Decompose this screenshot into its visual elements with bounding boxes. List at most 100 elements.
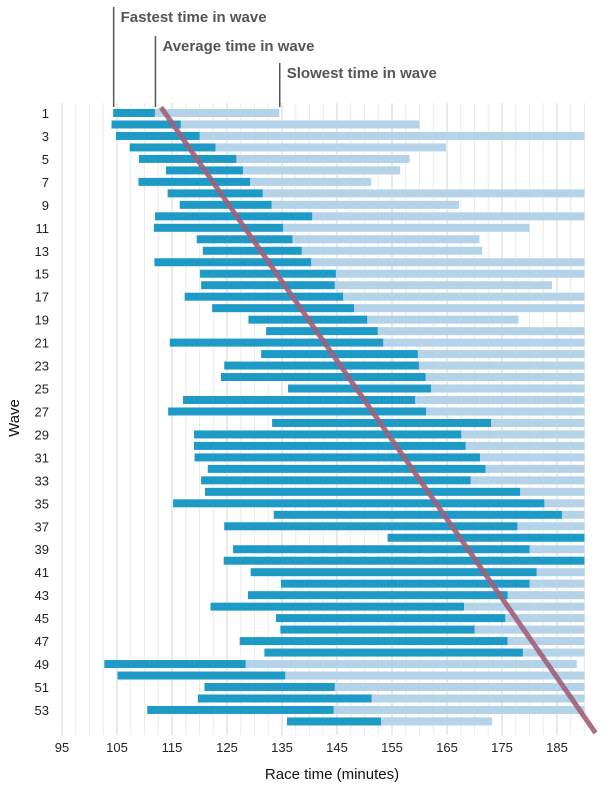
- y-tick-label: 27: [35, 404, 49, 419]
- bar-fastest-to-average-wave-8: [167, 189, 263, 198]
- bar-average-to-slowest-wave-48: [522, 648, 585, 657]
- bar-average-to-slowest-wave-29: [461, 430, 585, 439]
- bar-average-to-slowest-wave-22: [417, 350, 585, 359]
- bar-average-to-slowest-wave-18: [354, 304, 585, 313]
- y-tick-label: 7: [42, 175, 49, 190]
- x-tick-label: 155: [381, 740, 403, 755]
- bar-fastest-to-average-wave-44: [210, 602, 465, 611]
- y-tick-label: 49: [35, 657, 49, 672]
- bar-average-to-slowest-wave-33: [470, 476, 585, 485]
- y-tick-label: 21: [35, 336, 49, 351]
- bar-fastest-to-average-wave-54: [286, 717, 381, 726]
- bar-average-to-slowest-wave-54: [381, 717, 493, 726]
- x-tick-label: 145: [326, 740, 348, 755]
- bar-fastest-to-average-wave-12: [196, 235, 293, 244]
- bar-average-to-slowest-wave-34: [520, 487, 585, 496]
- y-tick-label: 9: [42, 198, 49, 213]
- y-tick-label: 39: [35, 542, 49, 557]
- bar-fastest-to-average-wave-35: [173, 499, 545, 508]
- y-tick-label: 29: [35, 427, 49, 442]
- bar-average-to-slowest-wave-30: [465, 441, 585, 450]
- y-tick-label: 35: [35, 496, 49, 511]
- bar-average-to-slowest-wave-4: [215, 143, 446, 152]
- y-tick-label: 37: [35, 519, 49, 534]
- bar-fastest-to-average-wave-48: [264, 648, 523, 657]
- bar-fastest-to-average-wave-45: [275, 614, 506, 623]
- bar-average-to-slowest-wave-37: [517, 522, 585, 531]
- bar-fastest-to-average-wave-33: [201, 476, 471, 485]
- y-tick-label: 19: [35, 313, 49, 328]
- bar-fastest-to-average-wave-31: [194, 453, 481, 462]
- bar-fastest-to-average-wave-49: [104, 660, 246, 669]
- axis-ticks: 95 105 115 125 135 145 155 165 175 18513579111315…: [35, 106, 568, 755]
- x-axis-title: Race time (minutes): [265, 766, 399, 783]
- bar-fastest-to-average-wave-21: [169, 338, 384, 347]
- bar-average-to-slowest-wave-14: [311, 258, 585, 267]
- bar-average-to-slowest-wave-9: [271, 200, 460, 209]
- y-tick-label: 41: [35, 565, 49, 580]
- bar-average-to-slowest-wave-51: [334, 683, 585, 691]
- bars: [104, 109, 585, 726]
- bar-average-to-slowest-wave-47: [507, 637, 585, 646]
- bar-fastest-to-average-wave-43: [247, 591, 508, 600]
- bar-average-to-slowest-wave-50: [285, 671, 585, 680]
- bar-average-to-slowest-wave-44: [464, 602, 585, 611]
- bar-average-to-slowest-wave-39: [529, 545, 585, 554]
- bar-fastest-to-average-wave-9: [179, 200, 272, 209]
- bar-average-to-slowest-wave-2: [180, 120, 420, 129]
- bar-average-to-slowest-wave-53: [333, 705, 585, 714]
- bar-fastest-to-average-wave-42: [280, 579, 530, 588]
- bar-average-to-slowest-wave-42: [529, 579, 585, 588]
- bar-fastest-to-average-wave-14: [154, 258, 312, 267]
- y-tick-label: 13: [35, 244, 49, 259]
- y-tick-label: 31: [35, 450, 49, 465]
- bar-fastest-to-average-wave-18: [212, 304, 355, 313]
- bar-average-to-slowest-wave-32: [485, 464, 585, 473]
- y-tick-label: 33: [35, 473, 49, 488]
- trend-line-layer: [158, 105, 598, 735]
- bar-fastest-to-average-wave-16: [201, 281, 335, 290]
- bar-average-to-slowest-wave-20: [377, 327, 585, 336]
- bar-fastest-to-average-wave-10: [154, 212, 313, 221]
- bar-average-to-slowest-wave-26: [415, 396, 585, 404]
- annotations: Fastest time in wave Average time in wave…: [112, 7, 437, 107]
- bar-average-to-slowest-wave-25: [431, 384, 585, 393]
- bar-average-to-slowest-wave-8: [262, 189, 585, 198]
- bar-average-to-slowest-wave-13: [301, 246, 483, 255]
- bar-fastest-to-average-wave-7: [138, 177, 251, 186]
- y-axis-title: Wave: [6, 399, 23, 437]
- x-tick-label: 185: [546, 740, 568, 755]
- bar-average-to-slowest-wave-36: [561, 510, 585, 519]
- x-tick-label: 105: [106, 740, 128, 755]
- y-tick-label: 1: [42, 106, 49, 121]
- bar-average-to-slowest-wave-3: [199, 131, 585, 140]
- bar-average-to-slowest-wave-49: [245, 660, 577, 669]
- y-tick-label: 3: [42, 129, 49, 144]
- bar-fastest-to-average-wave-51: [204, 683, 335, 691]
- x-tick-label: 135: [271, 740, 293, 755]
- bar-fastest-to-average-wave-5: [139, 154, 237, 163]
- bar-fastest-to-average-wave-17: [184, 292, 344, 301]
- y-tick-label: 25: [35, 382, 49, 397]
- y-tick-label: 23: [35, 359, 49, 374]
- bar-average-to-slowest-wave-52: [371, 694, 585, 703]
- x-tick-label: 115: [162, 740, 183, 755]
- y-tick-label: 51: [35, 680, 49, 695]
- bar-fastest-to-average-wave-41: [250, 568, 537, 577]
- bar-fastest-to-average-wave-13: [202, 246, 302, 255]
- bar-fastest-to-average-wave-38: [387, 533, 585, 542]
- bar-average-to-slowest-wave-11: [283, 223, 530, 232]
- trend-line: [158, 105, 598, 735]
- bar-average-to-slowest-wave-19: [367, 315, 519, 324]
- bar-average-to-slowest-wave-41: [536, 568, 585, 577]
- bar-average-to-slowest-wave-27: [426, 407, 585, 416]
- x-tick-label: 165: [436, 740, 458, 755]
- bar-average-to-slowest-wave-23: [418, 361, 585, 370]
- bar-fastest-to-average-wave-22: [261, 350, 418, 359]
- y-tick-label: 53: [35, 703, 49, 718]
- bar-fastest-to-average-wave-2: [111, 120, 181, 129]
- bar-fastest-to-average-wave-23: [224, 361, 419, 370]
- bar-fastest-to-average-wave-26: [183, 396, 416, 404]
- bar-average-to-slowest-wave-5: [236, 154, 410, 163]
